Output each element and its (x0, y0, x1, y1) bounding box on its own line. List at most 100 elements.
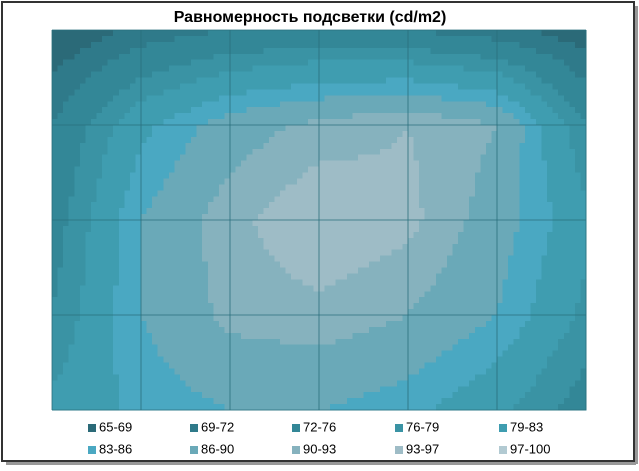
contour-fill (346, 113, 353, 120)
contour-fill (380, 47, 387, 55)
contour-fill (90, 362, 98, 370)
contour-fill (263, 136, 270, 144)
contour-fill (547, 202, 554, 209)
contour-fill (213, 83, 220, 90)
contour-fill (141, 267, 148, 275)
contour-fill (569, 47, 576, 55)
contour-fill (235, 202, 242, 209)
contour-fill (163, 202, 170, 209)
contour-fill (324, 119, 331, 126)
contour-fill (63, 386, 70, 393)
contour-fill (107, 166, 114, 174)
contour-fill (491, 154, 498, 162)
contour-fill (380, 214, 387, 221)
contour-fill (174, 309, 181, 316)
contour-fill (580, 35, 587, 43)
contour-fill (519, 184, 526, 191)
contour-fill (252, 166, 259, 174)
contour-fill (396, 273, 404, 280)
contour-fill (508, 148, 515, 156)
contour-fill (330, 196, 337, 203)
contour-fill (246, 297, 253, 304)
contour-fill (341, 30, 348, 37)
contour-fill (202, 136, 209, 144)
contour-fill (319, 125, 326, 132)
contour-fill (547, 113, 554, 120)
contour-fill (291, 267, 298, 275)
contour-fill (218, 136, 226, 144)
contour-fill (179, 291, 187, 298)
contour-fill (63, 107, 70, 114)
contour-fill (458, 160, 465, 168)
contour-fill (202, 267, 209, 275)
contour-fill (57, 267, 64, 275)
contour-fill (302, 190, 309, 197)
contour-fill (57, 166, 64, 174)
contour-fill (424, 231, 431, 239)
contour-fill (252, 214, 259, 221)
contour-fill (168, 107, 175, 114)
contour-fill (524, 184, 531, 191)
contour-fill (369, 172, 376, 180)
contour-fill (296, 71, 303, 79)
contour-fill (246, 285, 253, 292)
contour-fill (307, 119, 315, 126)
contour-fill (207, 279, 214, 286)
contour-fill (230, 261, 237, 269)
contour-fill (52, 160, 59, 168)
contour-fill (369, 160, 376, 168)
contour-fill (257, 160, 264, 168)
contour-fill (435, 273, 442, 280)
contour-fill (241, 208, 248, 215)
contour-fill (402, 125, 409, 132)
contour-fill (574, 89, 582, 96)
contour-fill (168, 196, 175, 203)
contour-fill (558, 95, 565, 102)
contour-fill (291, 89, 298, 96)
contour-fill (435, 303, 442, 310)
contour-fill (547, 166, 554, 174)
contour-fill (129, 309, 137, 316)
contour-fill (413, 113, 420, 120)
contour-fill (524, 101, 531, 108)
contour-fill (396, 35, 404, 43)
contour-fill (90, 130, 98, 138)
contour-fill (235, 231, 242, 239)
contour-fill (330, 249, 337, 257)
contour-fill (52, 95, 59, 102)
contour-fill (79, 196, 86, 203)
contour-fill (252, 148, 259, 156)
contour-fill (502, 71, 509, 79)
contour-fill (385, 101, 392, 108)
contour-fill (207, 89, 214, 96)
contour-fill (535, 273, 543, 280)
contour-fill (168, 172, 175, 180)
contour-fill (146, 142, 153, 150)
contour-fill (129, 338, 137, 346)
contour-fill (107, 125, 114, 132)
contour-fill (163, 113, 170, 120)
contour-fill (291, 113, 298, 120)
contour-fill (363, 53, 370, 61)
contour-fill (480, 101, 487, 108)
contour-fill (452, 83, 459, 90)
contour-fill (274, 237, 281, 245)
contour-fill (513, 261, 520, 269)
contour-fill (235, 142, 242, 150)
contour-fill (118, 303, 125, 310)
contour-fill (63, 89, 70, 96)
contour-fill (224, 154, 231, 162)
contour-fill (469, 136, 476, 144)
contour-fill (313, 101, 320, 108)
contour-fill (113, 231, 120, 239)
contour-fill (174, 255, 181, 263)
contour-fill (541, 71, 548, 79)
contour-fill (369, 30, 376, 37)
contour-fill (446, 154, 454, 162)
contour-fill (552, 113, 559, 120)
contour-fill (574, 166, 582, 174)
contour-fill (513, 160, 520, 168)
contour-fill (174, 202, 181, 209)
contour-fill (179, 279, 187, 286)
contour-fill (491, 202, 498, 209)
